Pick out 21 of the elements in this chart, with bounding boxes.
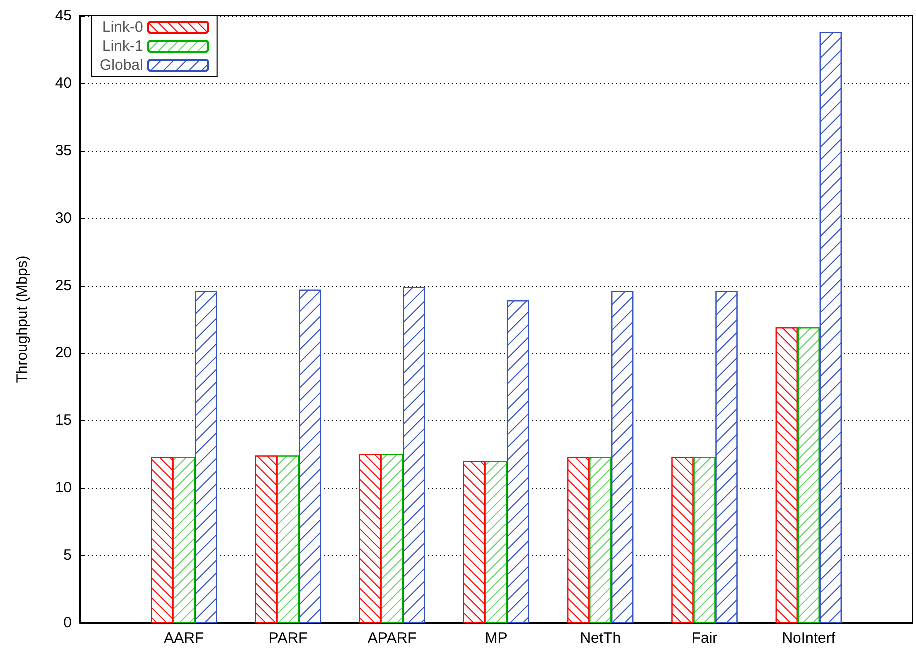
x-tick-label: NoInterf <box>782 630 836 647</box>
y-tick-label: 15 <box>55 412 72 430</box>
legend-label: Global <box>100 57 144 74</box>
legend-label: Link-1 <box>102 38 144 55</box>
y-tick-label: 25 <box>55 277 72 294</box>
x-tick-label: Fair <box>692 630 718 647</box>
y-tick-label: 45 <box>55 8 72 24</box>
x-tick-label: PARF <box>268 630 308 647</box>
y-tick-label: 0 <box>64 614 72 632</box>
y-tick-label: 20 <box>55 344 72 362</box>
y-tick-label: 35 <box>55 142 72 160</box>
y-tick-label: 5 <box>64 547 72 564</box>
x-tick-label: AARF <box>164 630 204 647</box>
legend-label: Link-0 <box>102 19 144 36</box>
y-tick-label: 30 <box>55 210 72 227</box>
y-tick-label: 40 <box>55 74 72 92</box>
y-axis-title: Throughput (Mbps) <box>14 256 31 384</box>
x-tick-label: NetTh <box>580 630 622 647</box>
x-tick-label: MP <box>485 630 508 647</box>
x-tick-label: APARF <box>368 630 417 647</box>
y-tick-label: 10 <box>55 480 72 497</box>
